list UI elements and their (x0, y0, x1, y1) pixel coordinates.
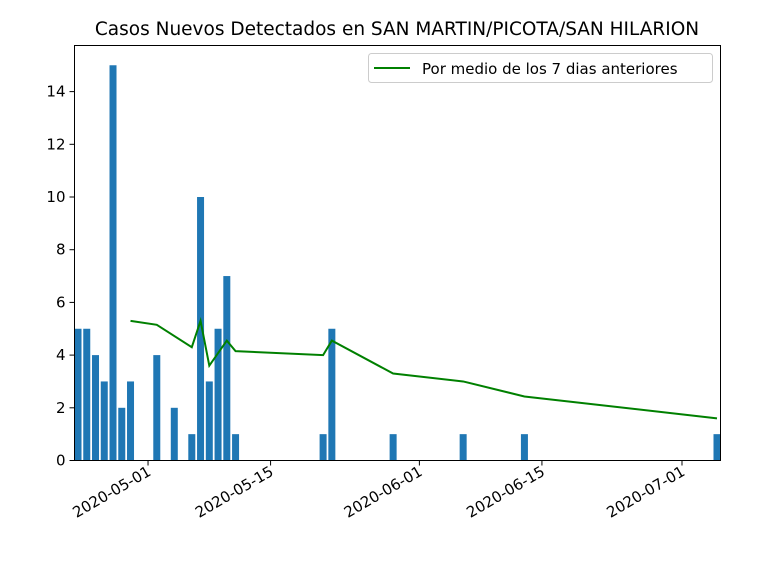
legend-box (368, 53, 713, 83)
y-tick-label: 10 (46, 188, 65, 206)
y-tick-label: 4 (56, 346, 66, 364)
bars-group (74, 65, 721, 461)
y-axis: 0 2 4 6 8 10 12 14 (46, 83, 75, 470)
bar-2020-05-21 (319, 434, 327, 461)
x-tick-label: 2020-05-15 (192, 462, 277, 521)
bar-2020-07-05 (713, 434, 721, 461)
y-tick-label: 0 (56, 452, 66, 470)
bar-2020-04-27 (109, 65, 117, 461)
x-tick-label: 2020-05-01 (70, 462, 155, 521)
line-group (130, 316, 718, 420)
bar-2020-04-29 (127, 381, 135, 461)
average-line (130, 316, 718, 420)
y-tick-label: 8 (56, 241, 66, 259)
bar-2020-05-22 (328, 328, 336, 461)
bar-2020-05-09 (214, 328, 222, 461)
y-tick-label: 6 (56, 293, 66, 311)
y-tick-label: 14 (46, 83, 65, 101)
bar-2020-04-28 (118, 407, 126, 461)
x-tick-label: 2020-06-01 (341, 462, 426, 521)
bar-2020-05-29 (389, 434, 397, 461)
plot-frame (74, 45, 721, 461)
legend-label: Por medio de los 7 dias anteriores (422, 60, 678, 78)
bar-2020-05-02 (153, 355, 161, 461)
bar-2020-05-06 (188, 434, 196, 461)
bar-2020-05-08 (205, 381, 213, 461)
bar-2020-05-10 (223, 276, 231, 461)
x-tick-label: 2020-07-01 (603, 462, 688, 521)
bar-2020-05-04 (170, 407, 178, 461)
x-axis: 2020-05-01 2020-05-15 2020-06-01 2020-06-15… (70, 460, 688, 522)
y-tick-label: 12 (46, 135, 65, 153)
bar-2020-04-25 (92, 355, 100, 461)
x-tick-label: 2020-06-15 (463, 462, 548, 521)
bar-2020-04-23 (74, 328, 82, 461)
bar-2020-05-11 (232, 434, 240, 461)
bar-2020-06-13 (520, 434, 528, 461)
bar-2020-04-24 (83, 328, 91, 461)
bar-2020-06-06 (459, 434, 467, 461)
y-tick-label: 2 (56, 399, 66, 417)
bar-2020-04-26 (100, 381, 108, 461)
chart-title: Casos Nuevos Detectados en SAN MARTIN/PI… (95, 19, 699, 40)
legend: Por medio de los 7 dias anteriores (368, 53, 713, 83)
bar-2020-05-07 (197, 197, 205, 461)
